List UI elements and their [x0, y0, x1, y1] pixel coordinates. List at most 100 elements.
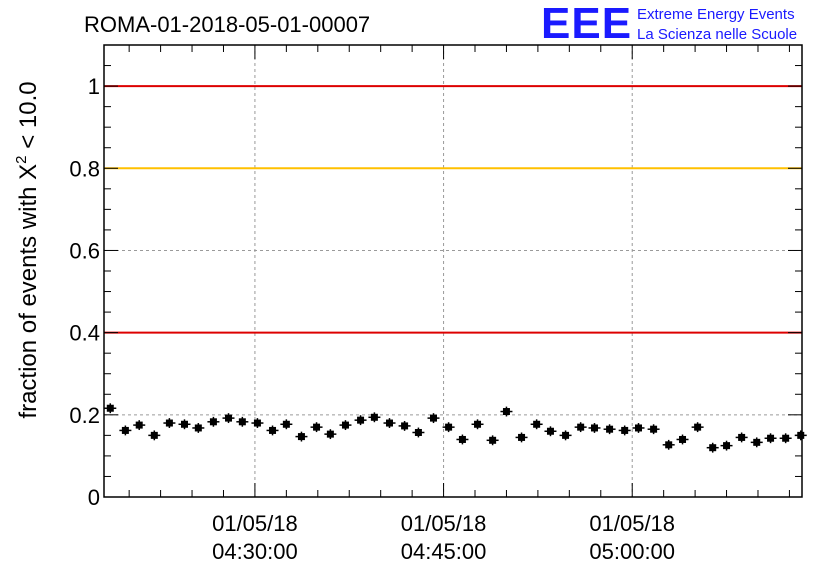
point-marker [458, 435, 466, 443]
point-marker [709, 444, 717, 452]
point-marker [577, 423, 585, 431]
point-marker [753, 438, 761, 446]
eee-logo-line1: Extreme Energy Events [637, 6, 795, 23]
data-point [280, 419, 293, 430]
data-point [588, 423, 601, 433]
point-marker [357, 416, 365, 424]
data-point [486, 435, 499, 446]
x-ticks: 01/05/18 04:30:00 01/05/18 04:45:00 01/05/18… [128, 45, 790, 564]
point-marker [723, 442, 731, 450]
data-point [764, 433, 777, 444]
point-marker [370, 413, 378, 421]
point-marker [326, 430, 334, 438]
y-tick-label: 0.6 [69, 238, 100, 263]
data-point [192, 423, 205, 433]
data-point [500, 406, 513, 417]
point-marker [150, 431, 158, 439]
data-point [632, 423, 645, 433]
data-point [779, 433, 792, 444]
data-point [750, 437, 763, 448]
point-marker [414, 428, 422, 436]
data-point [471, 419, 484, 430]
point-marker [385, 419, 393, 427]
data-point [442, 422, 455, 433]
data-point [310, 422, 323, 433]
eee-logo-mark: EEE [541, 0, 632, 48]
point-marker [401, 422, 409, 430]
data-point [691, 422, 704, 433]
data-point [618, 425, 631, 436]
data-point [266, 425, 279, 436]
point-marker [121, 426, 129, 434]
data-point [119, 425, 132, 436]
point-marker [767, 434, 775, 442]
data-point [720, 440, 733, 451]
eee-logo: EEE Extreme Energy Events La Scienza nel… [541, 0, 797, 48]
point-marker [782, 434, 790, 442]
point-marker [282, 420, 290, 428]
point-marker [518, 433, 526, 441]
data-point [544, 426, 557, 437]
data-point [207, 416, 220, 427]
data-point [530, 419, 543, 430]
data-point [383, 418, 396, 428]
point-marker [225, 414, 233, 422]
point-marker [590, 424, 598, 432]
data-point [178, 419, 191, 430]
point-marker [135, 421, 143, 429]
y-tick-label: 0.4 [69, 321, 100, 346]
point-marker [269, 426, 277, 434]
point-marker [445, 423, 453, 431]
point-marker [502, 408, 510, 416]
data-point [676, 434, 689, 445]
data-point [295, 431, 308, 442]
point-marker [665, 441, 673, 449]
data-point [222, 413, 235, 424]
point-marker [474, 420, 482, 428]
point-marker [694, 423, 702, 431]
data-point [398, 420, 411, 431]
point-marker [106, 404, 114, 412]
x-tick-label-time: 04:30:00 [212, 539, 298, 564]
data-point [368, 412, 381, 423]
reference-lines [104, 85, 802, 334]
data-point [559, 430, 572, 441]
point-marker [562, 431, 570, 439]
point-marker [238, 418, 246, 426]
data-point [412, 427, 425, 438]
point-marker [606, 425, 614, 433]
x-tick-label-time: 04:45:00 [401, 539, 487, 564]
data-point [133, 420, 146, 431]
point-marker [546, 427, 554, 435]
y-ticks: 0 0.2 0.4 0.6 0.8 1 [69, 44, 802, 510]
point-marker [341, 421, 349, 429]
point-marker [209, 418, 217, 426]
y-tick-label: 1 [88, 74, 100, 99]
eee-logo-line2: La Scienza nelle Scuole [637, 26, 797, 43]
data-point [236, 416, 249, 427]
x-tick-label-date: 01/05/18 [401, 511, 487, 536]
point-marker [533, 420, 541, 428]
data-point [603, 424, 616, 435]
data-point [515, 432, 528, 443]
point-marker [180, 420, 188, 428]
point-marker [165, 419, 173, 427]
point-marker [650, 425, 658, 433]
point-marker [253, 419, 261, 427]
data-point [339, 420, 352, 431]
data-point [104, 403, 117, 414]
point-marker [194, 424, 202, 432]
data-point [647, 424, 660, 435]
point-marker [489, 436, 497, 444]
point-marker [313, 423, 321, 431]
data-point [148, 430, 161, 441]
data-point [735, 432, 748, 443]
chart-title: ROMA-01-2018-05-01-00007 [84, 12, 370, 37]
x-tick-label-date: 01/05/18 [589, 511, 675, 536]
data-point [456, 434, 469, 445]
point-marker [621, 426, 629, 434]
x-tick-label-date: 01/05/18 [212, 511, 298, 536]
y-tick-label: 0.8 [69, 156, 100, 181]
y-axis-label: fraction of events with X2 < 10.0 [13, 81, 42, 418]
